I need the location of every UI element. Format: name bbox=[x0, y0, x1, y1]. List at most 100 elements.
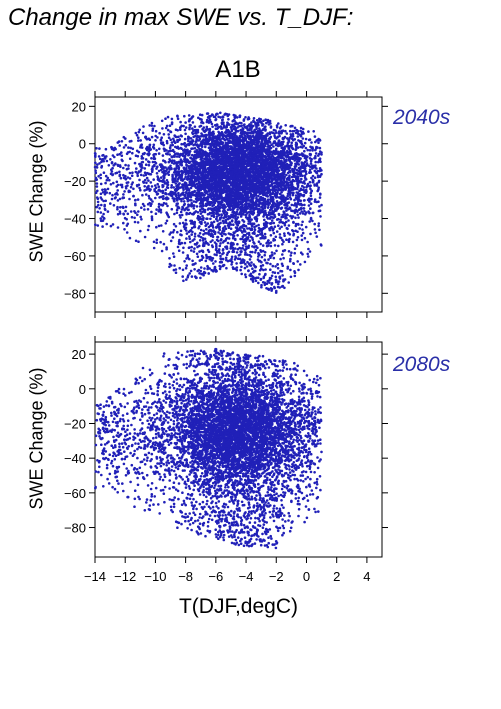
scatter-point bbox=[219, 111, 222, 115]
scatter-point bbox=[204, 145, 207, 149]
scatter-point bbox=[308, 220, 312, 223]
scatter-point bbox=[99, 217, 102, 220]
scatter-point bbox=[192, 263, 196, 266]
scatter-point bbox=[223, 113, 226, 116]
scatter-point bbox=[183, 184, 186, 187]
scatter-point bbox=[263, 232, 267, 236]
scatter-point bbox=[155, 149, 158, 152]
scatter-point bbox=[191, 127, 194, 130]
scatter-point bbox=[187, 114, 191, 117]
scatter-point bbox=[167, 192, 171, 196]
scatter-point bbox=[281, 129, 285, 132]
scatter-point bbox=[199, 276, 202, 280]
scatter-point bbox=[318, 167, 322, 170]
scatter-point bbox=[244, 242, 247, 245]
scatter-point bbox=[317, 141, 320, 144]
scatter-point bbox=[157, 202, 161, 206]
scatter-point bbox=[184, 218, 188, 222]
scatter-point bbox=[174, 271, 178, 275]
scatter-point bbox=[240, 265, 243, 269]
scatter-point bbox=[273, 252, 276, 255]
scatter-point bbox=[150, 217, 154, 220]
scatter-point bbox=[262, 226, 265, 230]
scatter-point bbox=[137, 210, 140, 213]
scatter-point bbox=[279, 188, 283, 192]
scatter-point bbox=[318, 157, 322, 160]
scatter-point bbox=[161, 127, 164, 130]
scatter-point bbox=[284, 129, 287, 133]
scatter-point bbox=[300, 203, 303, 207]
scatter-point bbox=[239, 250, 243, 254]
scatter-point bbox=[255, 196, 258, 200]
scatter-point bbox=[225, 266, 228, 270]
scatter-point bbox=[246, 227, 249, 230]
scatter-point bbox=[275, 192, 279, 196]
scatter-point bbox=[154, 139, 157, 142]
scatter-point bbox=[199, 124, 203, 128]
scatter-point bbox=[167, 170, 171, 174]
scatter-point bbox=[315, 235, 319, 238]
scatter-point bbox=[310, 141, 313, 144]
scatter-point bbox=[193, 235, 197, 238]
scatter-point bbox=[264, 236, 267, 240]
scatter-point bbox=[270, 225, 273, 229]
scatter-point bbox=[292, 230, 295, 233]
scatter-point bbox=[149, 181, 153, 184]
scatter-point bbox=[273, 225, 277, 228]
scatter-point bbox=[319, 243, 323, 246]
scatter-point bbox=[206, 175, 209, 179]
scatter-point bbox=[177, 191, 180, 195]
scatter-point bbox=[312, 130, 316, 133]
scatter-point bbox=[116, 163, 120, 167]
scatter-point bbox=[277, 158, 280, 161]
scatter-point bbox=[100, 164, 104, 168]
scatter-point bbox=[133, 161, 137, 165]
scatter-point bbox=[227, 118, 230, 121]
scatter-point bbox=[153, 164, 156, 168]
scatter-point bbox=[308, 180, 312, 184]
scatter-point bbox=[269, 168, 272, 172]
scatter-point bbox=[219, 242, 222, 245]
scatter-point bbox=[303, 209, 306, 213]
scatter-point bbox=[188, 123, 192, 127]
scatter-point bbox=[100, 160, 103, 164]
y-tick-label: −20 bbox=[64, 174, 86, 189]
scatter-point bbox=[293, 274, 297, 278]
scatter-point bbox=[180, 213, 184, 217]
scatter-point bbox=[272, 231, 276, 235]
scatter-point bbox=[193, 147, 197, 150]
scatter-point bbox=[290, 215, 294, 218]
scatter-point bbox=[150, 170, 154, 173]
scatter-point bbox=[121, 196, 124, 200]
scatter-point bbox=[217, 130, 220, 134]
scatter-point bbox=[226, 121, 229, 124]
scatter-point bbox=[300, 130, 304, 134]
scatter-point bbox=[183, 128, 187, 132]
scatter-point bbox=[148, 189, 151, 192]
scatter-point bbox=[199, 166, 202, 170]
scatter-point bbox=[116, 226, 120, 229]
scatter-point bbox=[120, 185, 124, 189]
scatter-point bbox=[296, 236, 300, 239]
scatter-point bbox=[135, 167, 138, 170]
scatter-point bbox=[279, 218, 282, 222]
scatter-point bbox=[280, 167, 284, 171]
scatter-point bbox=[236, 242, 239, 246]
scatter-point bbox=[277, 196, 281, 199]
scatter-point bbox=[273, 271, 277, 275]
scatter-point bbox=[313, 156, 316, 160]
scatter-point bbox=[172, 197, 176, 200]
scatter-point bbox=[273, 244, 277, 247]
scatter-point bbox=[134, 239, 138, 243]
figure-title: Change in max SWE vs. T_DJF: bbox=[8, 4, 354, 31]
scatter-point bbox=[237, 221, 241, 225]
scatter-point bbox=[263, 253, 267, 257]
scatter-point bbox=[127, 164, 130, 167]
scatter-point bbox=[183, 241, 187, 245]
scatter-point bbox=[183, 137, 187, 141]
scatter-point bbox=[118, 170, 121, 174]
scatter-point bbox=[198, 239, 202, 242]
scatter-point bbox=[235, 262, 238, 265]
scatter-point bbox=[216, 219, 219, 223]
scatter-point bbox=[138, 186, 141, 190]
